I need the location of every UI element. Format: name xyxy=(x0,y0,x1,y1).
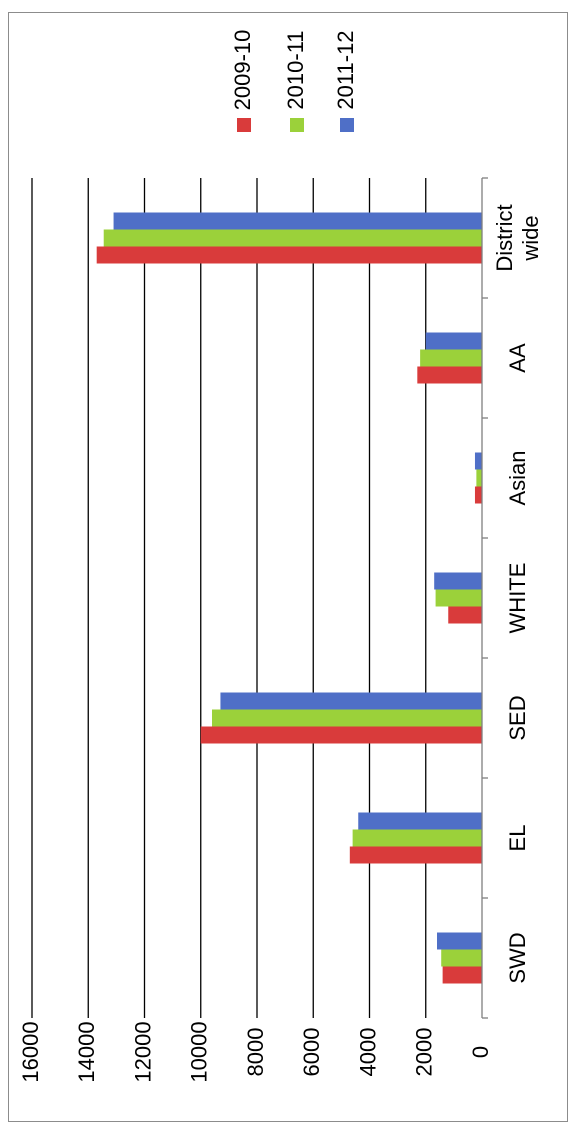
bar-swd-2009-10 xyxy=(442,966,482,984)
category-axis xyxy=(481,177,488,1019)
bar-sed-2010-11 xyxy=(212,709,482,727)
tick-label-10000: 10000 xyxy=(187,1021,212,1082)
tick-label-0: 0 xyxy=(468,1046,493,1058)
bar-asian-2011-12 xyxy=(474,452,482,470)
bar-el-2011-12 xyxy=(358,812,482,830)
tick-label-2000: 2000 xyxy=(412,1028,437,1077)
legend-swatch-2010-11 xyxy=(290,118,304,132)
tick-label-14000: 14000 xyxy=(74,1021,99,1082)
legend-label-2011-12: 2011-12 xyxy=(333,30,358,109)
tick-label-4000: 4000 xyxy=(355,1028,380,1077)
bars xyxy=(96,212,482,984)
bar-swd-2010-11 xyxy=(441,949,482,967)
category-label-district-wide: Districtwide xyxy=(492,204,543,271)
tick-label-16000: 16000 xyxy=(18,1021,43,1082)
category-label-sed: SED xyxy=(505,695,530,740)
bar-district-wide-2011-12 xyxy=(113,212,482,230)
bar-aa-2010-11 xyxy=(420,349,482,367)
bar-swd-2011-12 xyxy=(437,932,482,950)
bar-white-2011-12 xyxy=(434,572,482,590)
bar-white-2009-10 xyxy=(448,606,482,624)
legend-label-2010-11: 2010-11 xyxy=(283,30,308,109)
bar-sed-2009-10 xyxy=(200,726,482,744)
bar-aa-2011-12 xyxy=(425,332,482,350)
tick-label-8000: 8000 xyxy=(243,1028,268,1077)
legend: 2009-10 2010-11 2011-12 xyxy=(230,30,358,132)
category-label-swd: SWD xyxy=(505,932,530,983)
tick-label-6000: 6000 xyxy=(299,1028,324,1077)
category-label-white: WHITE xyxy=(505,563,530,634)
bar-el-2009-10 xyxy=(349,846,482,864)
bar-white-2010-11 xyxy=(435,589,482,607)
gridlines xyxy=(31,178,427,1018)
bar-el-2010-11 xyxy=(352,829,482,847)
bar-sed-2011-12 xyxy=(220,692,482,710)
bar-district-wide-2010-11 xyxy=(103,229,482,247)
legend-swatch-2011-12 xyxy=(340,118,354,132)
value-tick-labels: 0 2000 4000 6000 8000 10000 12000 14000 16000 xyxy=(18,1021,493,1082)
category-label-asian: Asian xyxy=(505,450,530,505)
legend-swatch-2009-10 xyxy=(237,118,251,132)
bar-aa-2009-10 xyxy=(417,366,482,384)
category-labels: Districtwide AA Asian WHITE SED EL SWD xyxy=(492,204,543,983)
legend-label-2009-10: 2009-10 xyxy=(230,30,255,111)
bar-district-wide-2009-10 xyxy=(96,246,482,264)
bar-asian-2009-10 xyxy=(474,486,482,504)
category-label-el: EL xyxy=(505,825,530,852)
bar-asian-2010-11 xyxy=(476,469,482,487)
category-label-aa: AA xyxy=(505,343,530,373)
tick-label-12000: 12000 xyxy=(130,1021,155,1082)
